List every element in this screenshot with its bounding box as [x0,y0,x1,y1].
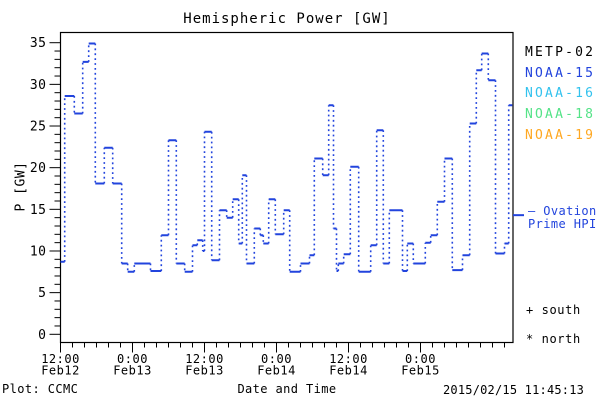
y-tick-label: 20 [30,161,47,176]
x-tick-time-label: 12:00 [329,352,368,366]
x-tick-time-label: 12:00 [185,352,224,366]
x-tick-date-label: Feb14 [329,364,368,378]
legend-item-noaa-19: NOAA-19 [525,128,596,143]
y-tick-label: 35 [30,36,47,51]
plot-source-label: Plot: CCMC [2,382,79,396]
y-tick-label: 15 [30,203,47,218]
legend-item-metp-02: METP-02 [525,45,596,60]
x-tick-date-label: Feb13 [185,364,224,378]
chart-title: Hemispheric Power [GW] [183,11,391,27]
x-tick-time-label: 0:00 [117,352,148,366]
y-tick-label: 25 [30,120,47,135]
ovation-note-line1: – Ovation [528,204,597,218]
x-tick-date-label: Feb13 [113,364,152,378]
x-tick-time-label: 12:00 [41,352,80,366]
x-tick-date-label: Feb15 [401,364,440,378]
plot-timestamp: 2015/02/15 11:45:13 [443,383,585,397]
hpi-step-segments [60,42,513,273]
y-tick-label: 10 [30,244,47,259]
north-marker-label: * north [526,332,581,346]
legend-item-noaa-18: NOAA-18 [525,107,596,122]
ovation-series-note: – Ovation Prime HPI [528,205,597,231]
legend-item-noaa-16: NOAA-16 [525,86,596,101]
x-tick-date-label: Feb12 [41,364,80,378]
x-tick-time-label: 0:00 [261,352,292,366]
south-marker-label: + south [526,303,581,317]
x-axis-title: Date and Time [237,382,337,396]
x-tick-date-label: Feb14 [257,364,296,378]
y-tick-label: 30 [30,78,47,93]
y-axis-title: P [GW] [13,161,29,212]
y-tick-label: 5 [38,286,46,301]
plot-frame [59,31,514,344]
hpi-step-connectors [63,43,510,272]
x-tick-time-label: 0:00 [405,352,436,366]
y-tick-label: 0 [38,328,46,343]
ovation-note-line2: Prime HPI [528,217,597,231]
legend-item-noaa-15: NOAA-15 [525,66,596,81]
